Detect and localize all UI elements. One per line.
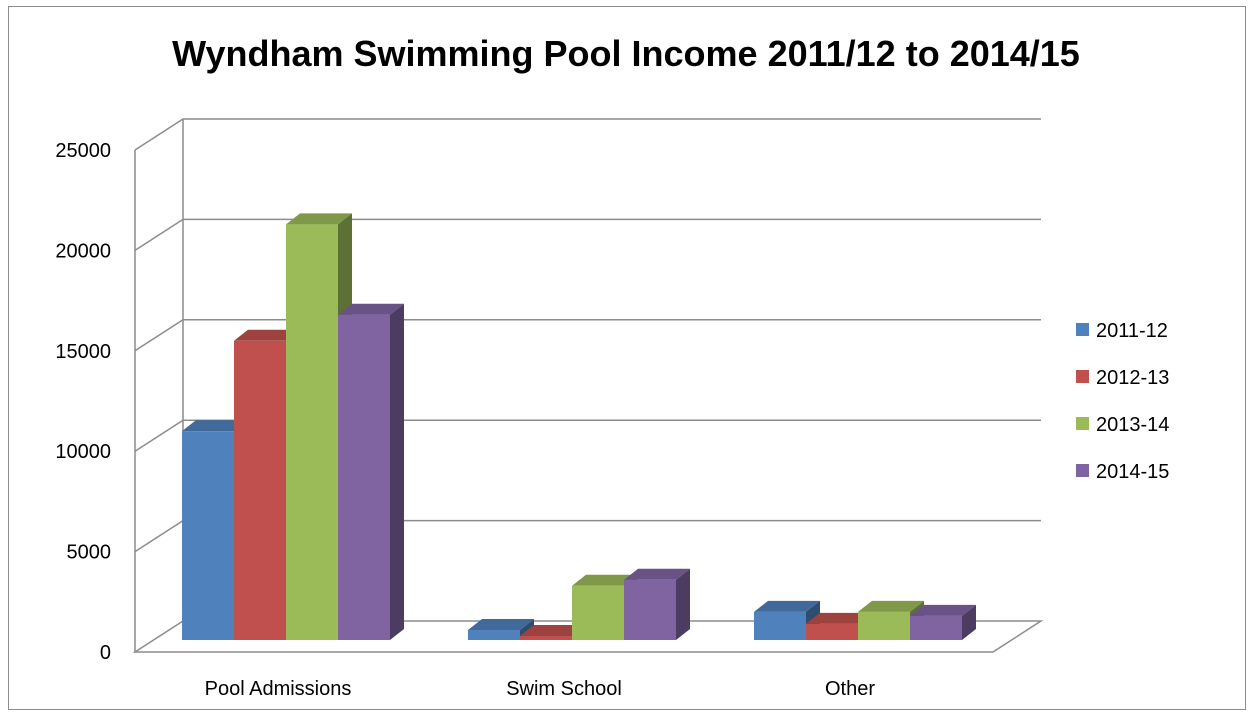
bar-top: [910, 604, 976, 616]
bar-top: [624, 568, 690, 580]
bars: [182, 213, 976, 640]
legend-label: 2013-14: [1096, 414, 1169, 436]
y-tick-label: 25000: [55, 140, 111, 162]
bar-side: [676, 568, 690, 640]
legend-swatch: [1076, 370, 1089, 383]
x-axis-ticks: Pool Admissions Swim School Other: [205, 678, 876, 700]
y-tick-label: 5000: [67, 542, 112, 564]
y-tick-label: 0: [100, 642, 111, 664]
legend-label: 2014-15: [1096, 461, 1169, 483]
bar-front: [806, 623, 858, 640]
bar-front: [858, 611, 910, 640]
chart-title: Wyndham Swimming Pool Income 2011/12 to …: [172, 33, 1080, 74]
bar-front: [182, 431, 234, 640]
bar-front: [754, 611, 806, 640]
bar-2014-15-pool-admissions: [338, 303, 404, 640]
bar-2014-15-swim-school: [624, 568, 690, 640]
bar-top: [754, 600, 820, 612]
bar-top: [234, 329, 300, 341]
y-tick-label: 15000: [55, 341, 111, 363]
bar-top: [520, 624, 586, 636]
bar-top: [858, 600, 924, 612]
bar-front: [286, 224, 338, 640]
y-tick-label: 20000: [55, 240, 111, 262]
bar-side: [962, 604, 976, 640]
legend-label: 2012-13: [1096, 367, 1169, 389]
bar-front: [338, 314, 390, 640]
legend-label: 2011-12: [1096, 320, 1168, 342]
gridline: [134, 218, 1041, 252]
bar-top: [338, 303, 404, 315]
gridline: [134, 319, 1041, 352]
gridline: [134, 118, 1041, 151]
bar-top: [806, 612, 872, 624]
gridlines: [134, 118, 1041, 553]
gridline: [134, 419, 1041, 452]
x-tick-label: Pool Admissions: [205, 678, 352, 700]
legend-swatch: [1076, 464, 1089, 477]
y-tick-label: 10000: [55, 441, 111, 463]
bar-front: [624, 579, 676, 640]
floor: [132, 620, 1044, 653]
bar-top: [572, 574, 638, 586]
bar-front: [910, 615, 962, 640]
bar-2014-15-other: [910, 604, 976, 640]
bar-side: [390, 303, 404, 640]
bar-top: [182, 420, 248, 432]
legend-swatch: [1076, 323, 1089, 336]
bar-front: [468, 629, 520, 640]
bar-top: [468, 618, 534, 630]
legend-swatch: [1076, 417, 1089, 430]
bar-front: [572, 585, 624, 640]
bar-front: [234, 340, 286, 640]
bar-front: [520, 635, 572, 640]
x-tick-label: Other: [825, 678, 875, 700]
bar-top: [286, 213, 352, 225]
x-tick-label: Swim School: [506, 678, 622, 700]
y-axis-ticks: 0 5000 10000 15000 20000 25000: [55, 140, 111, 664]
legend: 2011-12 2012-13 2013-14 2014-15: [1076, 320, 1169, 483]
